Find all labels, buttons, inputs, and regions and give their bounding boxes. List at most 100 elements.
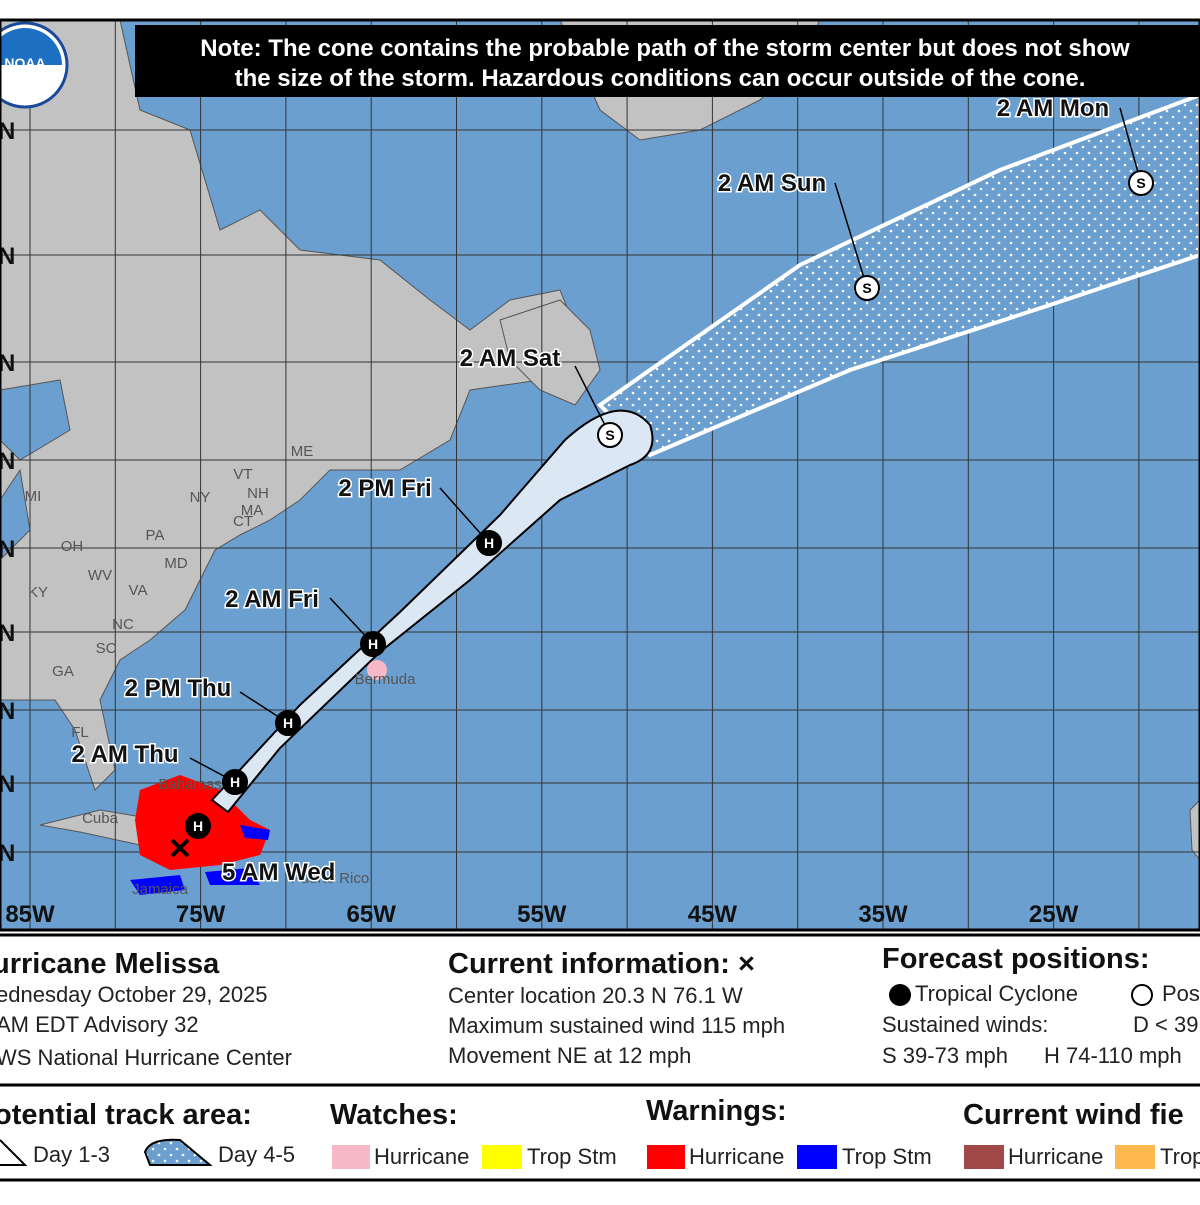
winds-d: D < 39 [1133, 1012, 1198, 1037]
legend-dot [1131, 984, 1153, 1006]
swatch [332, 1145, 370, 1169]
latitude-label: N [0, 840, 15, 867]
map: MENYVTNHMACTPAOHMIWVVAMDKYNCSCGAFLBermud… [0, 20, 1200, 930]
warning-trop: Trop Stm [842, 1144, 932, 1169]
forecast-symbol: H [283, 715, 293, 731]
track-title: otential track area: [0, 1099, 252, 1131]
place-label: KY [28, 584, 48, 601]
place-label: OH [61, 538, 84, 555]
forecast-point [360, 631, 386, 657]
place-label: NC [112, 616, 134, 633]
swatch [964, 1145, 1004, 1169]
note: Note: The cone contains the probable pat… [200, 35, 1130, 62]
watch-trop: Trop Stm [527, 1144, 617, 1169]
forecast-time: 2 AM Mon [997, 95, 1109, 122]
advisory: AM EDT Advisory 32 [0, 1012, 199, 1037]
forecast-point [597, 422, 623, 448]
winds-h: H 74-110 mph [1044, 1043, 1182, 1068]
forecast-point [1128, 170, 1154, 196]
place-label: MA [241, 502, 264, 519]
note: the size of the storm. Hazardous conditi… [235, 65, 1086, 92]
place-label: WV [88, 567, 112, 584]
forecast-time: 2 AM Sun [718, 170, 826, 197]
place-label: Bermuda [355, 671, 417, 688]
logo-text: NOAA [4, 55, 45, 71]
legend-cone [0, 1139, 28, 1166]
forecast-title: Forecast positions: [882, 943, 1150, 975]
graticule [0, 20, 1200, 930]
legend-post: Pos [1162, 981, 1200, 1006]
place-label: NY [190, 489, 211, 506]
watches-title: Watches: [330, 1099, 458, 1131]
winds-title: Sustained winds: [882, 1012, 1048, 1037]
legend-dot [889, 984, 911, 1006]
forecast-symbol: H [368, 636, 378, 652]
forecast-point [854, 275, 880, 301]
current-location: Center location 20.3 N 76.1 W [448, 983, 743, 1008]
winds-s: S 39-73 mph [882, 1043, 1008, 1068]
longitude-label: 85W [5, 901, 55, 928]
place-label: NH [247, 485, 269, 502]
forecast-point [476, 530, 502, 556]
north-america [0, 20, 581, 791]
place-label: MI [25, 488, 42, 505]
forecast-time: 2 PM Thu [125, 675, 232, 702]
forecast-point [222, 769, 248, 795]
latitude-label: N [0, 243, 15, 270]
storm-name: urricane Melissa [0, 948, 220, 980]
longitude-label: 35W [858, 901, 908, 928]
forecast-symbol: H [193, 818, 203, 834]
latitude-label: N [0, 536, 15, 563]
swatch [647, 1145, 685, 1169]
legend-cone-dots [143, 1138, 213, 1166]
windfield-title: Current wind fie [963, 1099, 1184, 1131]
forecast-time: 2 AM Sat [460, 345, 560, 372]
place-label: Cuba [82, 810, 119, 827]
leader-line [834, 182, 868, 289]
place-label: Puerto Rico [291, 870, 369, 887]
storm-date: ednesday October 29, 2025 [0, 982, 268, 1007]
longitude-labels: 85W 75W 65W 55W 45W 35W 25W [5, 901, 1078, 928]
legend-tropical: Tropical Cyclone [915, 981, 1078, 1006]
place-label: GA [52, 663, 74, 680]
place-label: FL [71, 724, 89, 741]
windfield-hurricane: Hurricane [1008, 1144, 1103, 1169]
forecast-symbol: S [1136, 175, 1145, 191]
place-label: Jamaica [132, 881, 189, 898]
current-wind: Maximum sustained wind 115 mph [448, 1013, 785, 1038]
swatch [482, 1145, 522, 1169]
logo-sky [0, 28, 62, 65]
newfoundland [499, 299, 601, 406]
place-label: ME [291, 443, 314, 460]
forecast-symbol: S [605, 427, 614, 443]
latitude-label: N [0, 771, 15, 798]
forecast-points: H 2 AM Thu H 2 PM Thu H 2 AM Fri H 2 PM Fri H 2 A… [70, 94, 1154, 839]
cone-day-4-5 [596, 92, 1200, 458]
longitude-label: 75W [176, 901, 226, 928]
note-box [135, 25, 1200, 97]
place-label: MD [164, 555, 187, 572]
cone-day-1-3 [210, 409, 654, 814]
warnings-title: Warnings: [646, 1095, 787, 1127]
forecast-point [275, 710, 301, 736]
latitude-label: N [0, 350, 15, 377]
tropical-storm-warning [130, 825, 270, 895]
place-label: PA [146, 527, 165, 544]
longitude-label: 65W [347, 901, 397, 928]
latitude-label: N [0, 698, 15, 725]
center-name: WS National Hurricane Center [0, 1045, 292, 1070]
longitude-label: 45W [688, 901, 738, 928]
place-label: Bahamas [158, 776, 221, 793]
bermuda-watch [367, 660, 387, 680]
current-time-label: 5 AM Wed [222, 859, 335, 886]
latitude-label: N [0, 448, 15, 475]
forecast-symbol: S [862, 280, 871, 296]
latitude-label: N [0, 620, 15, 647]
forecast-symbol: H [484, 535, 494, 551]
forecast-time: 2 AM Fri [225, 586, 319, 613]
place-label: SC [96, 640, 117, 657]
legend-day45: Day 4-5 [218, 1142, 295, 1167]
place-label: VA [129, 582, 148, 599]
